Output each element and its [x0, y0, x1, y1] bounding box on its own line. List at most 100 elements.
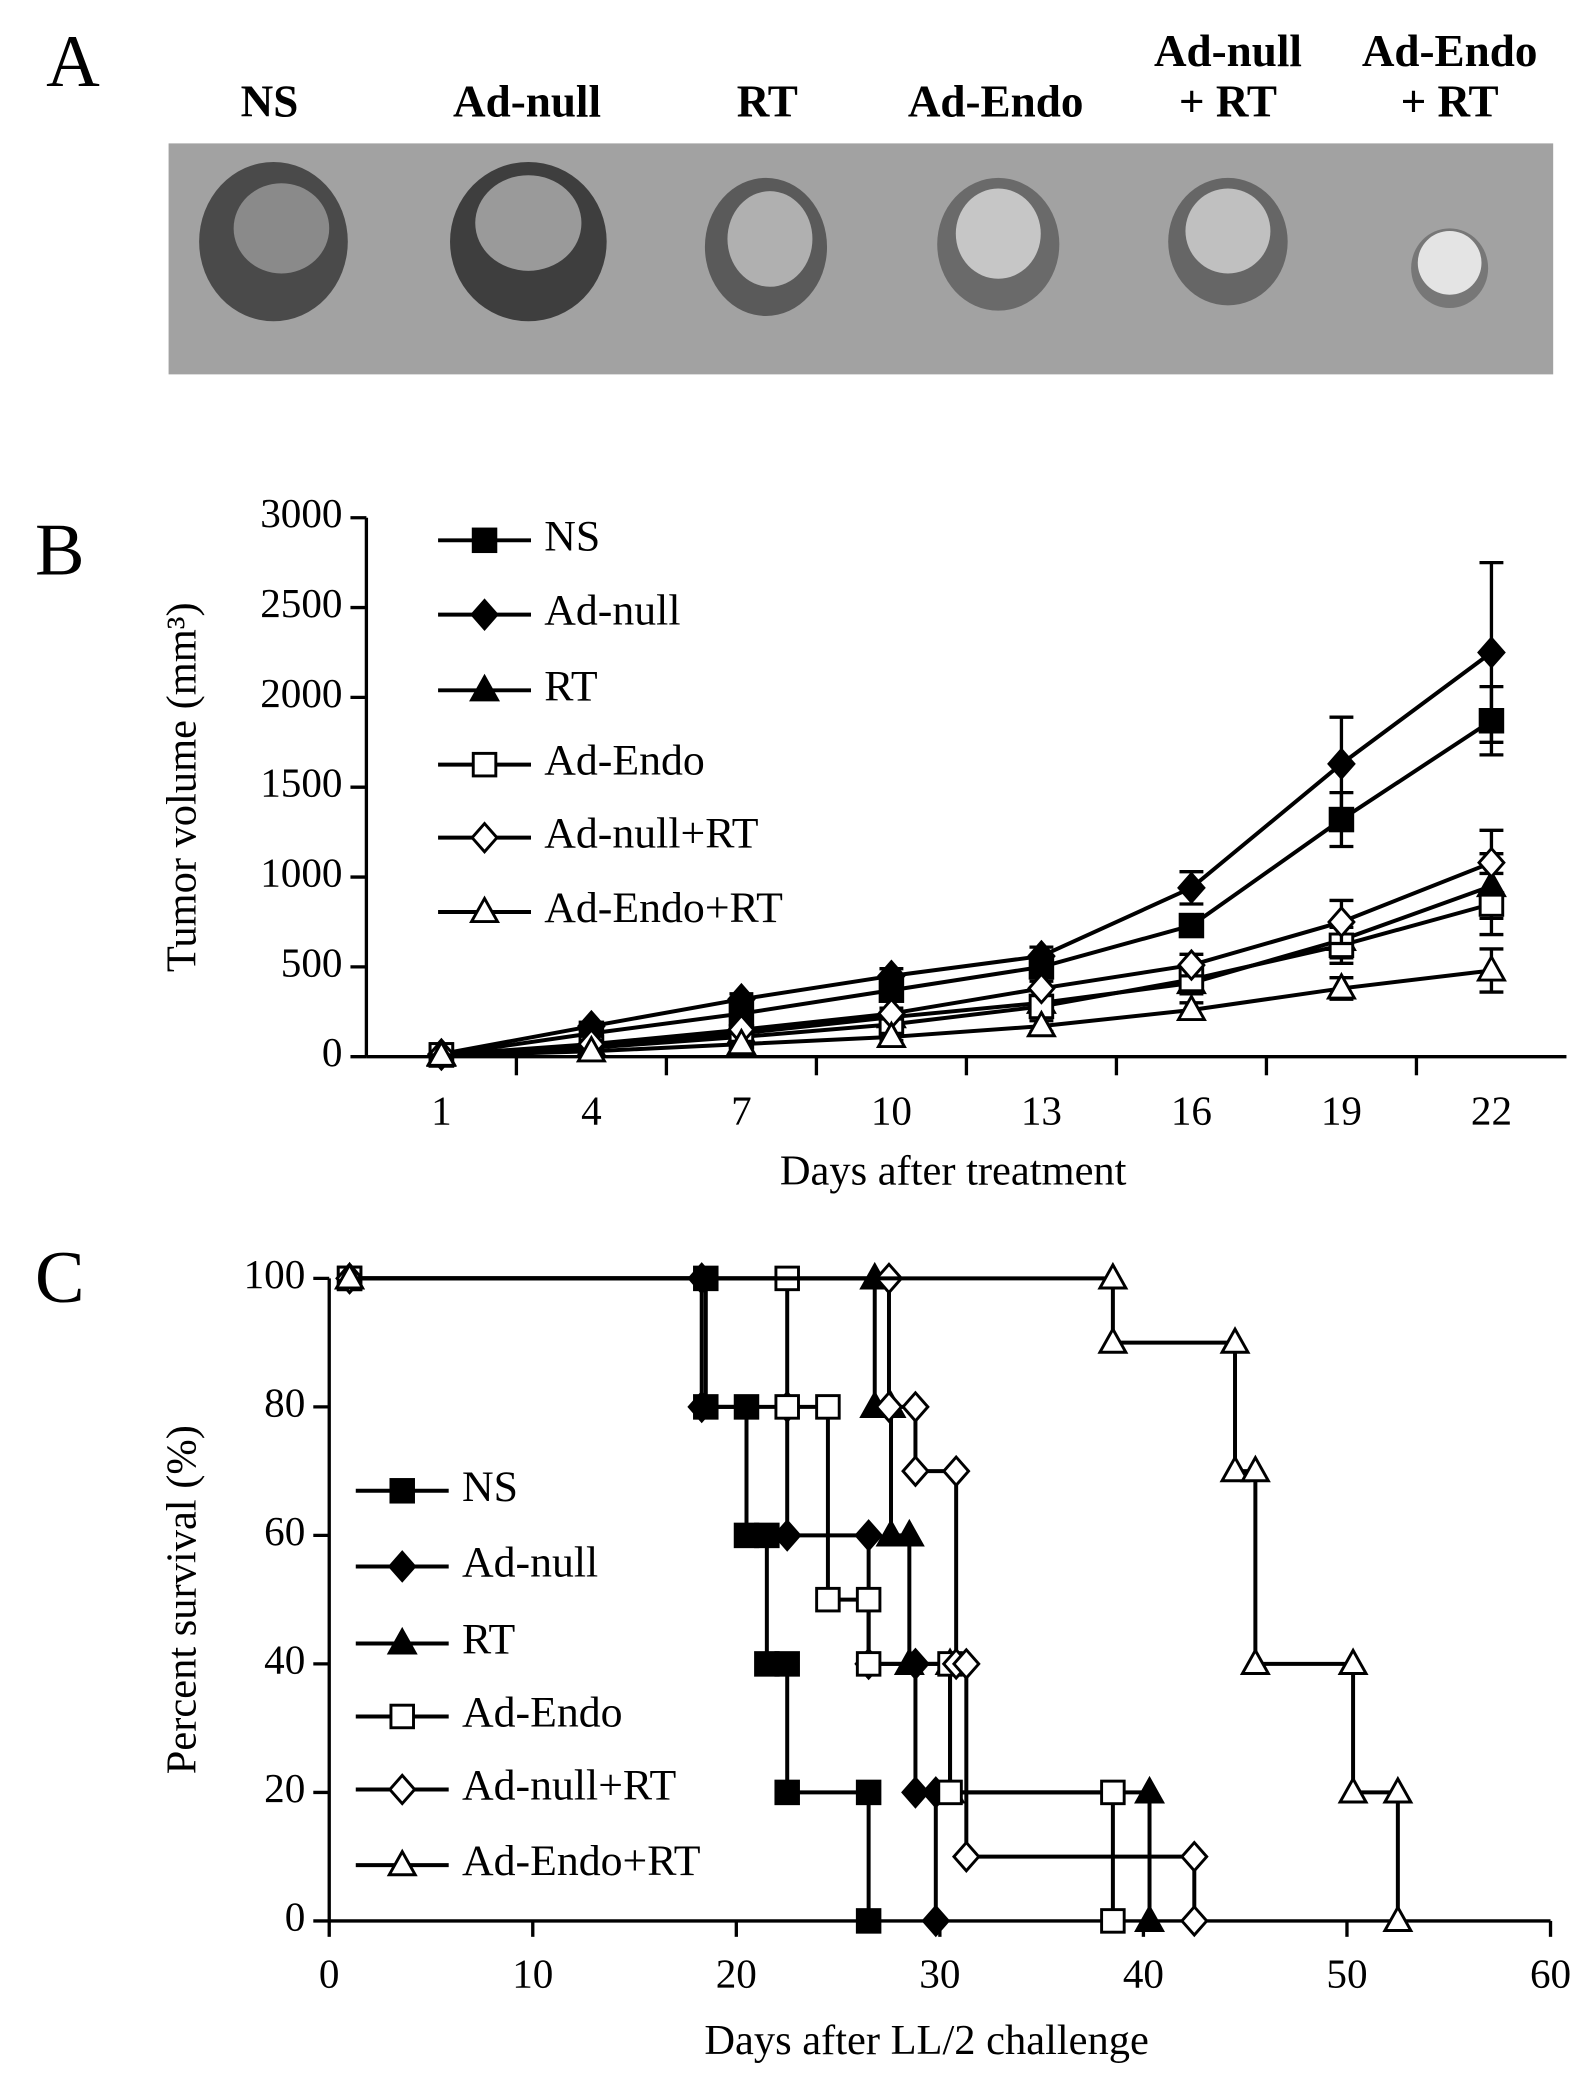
marker	[334, 1261, 366, 1290]
marker	[1239, 1647, 1271, 1675]
y-tick-label: 2500	[260, 580, 342, 626]
marker	[1177, 948, 1206, 982]
marker	[1097, 1326, 1129, 1354]
marker	[1475, 953, 1507, 982]
marker	[687, 1390, 717, 1424]
marker	[1327, 747, 1356, 781]
y-tick-label: 1500	[260, 760, 342, 806]
marker	[774, 1651, 800, 1677]
tumor-highlight	[955, 188, 1041, 279]
legend-marker	[469, 673, 501, 702]
marker	[877, 959, 906, 993]
marker	[1179, 1840, 1209, 1873]
panel-label: C	[35, 1237, 85, 1319]
legend-label: NS	[544, 512, 600, 560]
y-tick-label: 3000	[260, 490, 342, 536]
x-tick-label: 50	[1326, 1950, 1367, 1996]
group-label: Ad-Endo	[1362, 26, 1538, 76]
legend-marker	[470, 821, 499, 854]
y-tick-label: 80	[264, 1379, 305, 1425]
marker	[874, 1390, 904, 1424]
marker	[1219, 1454, 1251, 1483]
marker	[1239, 1454, 1271, 1483]
marker	[725, 1027, 757, 1056]
marker	[854, 1519, 883, 1552]
marker	[855, 1908, 882, 1934]
y-tick-label: 60	[264, 1508, 305, 1554]
panel-label: A	[46, 21, 100, 103]
group-label: Ad-null	[453, 77, 601, 127]
marker	[901, 1390, 930, 1424]
group-label: + RT	[1179, 77, 1277, 127]
legend-marker	[469, 895, 501, 924]
marker	[1100, 1779, 1126, 1806]
legend-marker	[387, 1550, 417, 1583]
series-line	[441, 884, 1493, 1057]
series-line	[441, 860, 1493, 1057]
marker	[774, 1394, 800, 1420]
series-line	[349, 1276, 1152, 1921]
legend-marker	[387, 1773, 417, 1806]
marker	[901, 1776, 930, 1809]
x-tick-label: 30	[919, 1950, 960, 1996]
x-tick-label: 60	[1530, 1950, 1571, 1996]
marker	[921, 1904, 951, 1938]
marker	[815, 1586, 841, 1613]
marker	[1175, 993, 1207, 1022]
y-tick-label: 0	[285, 1893, 306, 1939]
series-line	[441, 968, 1492, 1058]
y-tick-label: 0	[322, 1029, 343, 1075]
marker	[855, 1586, 882, 1613]
tumor-highlight	[1185, 188, 1271, 274]
marker	[875, 1518, 907, 1547]
x-tick-label: 1	[431, 1088, 452, 1134]
legend-label: RT	[544, 662, 598, 710]
marker	[425, 1039, 457, 1067]
group-label: RT	[737, 77, 798, 127]
y-tick-label: 2000	[260, 670, 342, 716]
marker	[1337, 1647, 1369, 1675]
marker	[1179, 1904, 1209, 1938]
marker	[772, 1519, 802, 1552]
marker	[1097, 1261, 1129, 1290]
marker	[1177, 871, 1206, 905]
marker	[1477, 636, 1506, 669]
legend-label: RT	[462, 1616, 516, 1664]
series-line	[349, 1276, 871, 1921]
marker	[1178, 912, 1205, 939]
x-tick-label: 4	[581, 1088, 602, 1134]
marker	[937, 1779, 963, 1806]
marker	[951, 1840, 981, 1873]
marker	[815, 1394, 841, 1420]
tumor-highlight	[1417, 230, 1482, 295]
x-tick-label: 22	[1471, 1088, 1512, 1134]
marker	[1382, 1904, 1414, 1932]
marker	[941, 1454, 971, 1488]
marker	[1025, 1009, 1057, 1038]
x-tick-label: 7	[731, 1088, 752, 1134]
group-label: NS	[241, 77, 299, 127]
y-axis-label: Percent survival (%)	[159, 1425, 206, 1774]
marker	[855, 1651, 882, 1677]
legend-marker	[389, 1478, 415, 1504]
legend-label: Ad-Endo+RT	[462, 1837, 701, 1885]
legend-marker	[471, 527, 498, 554]
marker	[893, 1518, 925, 1547]
marker	[1027, 939, 1056, 973]
tumor-highlight	[727, 191, 813, 287]
panel-label: B	[35, 510, 85, 592]
marker	[1027, 972, 1056, 1005]
marker	[575, 1034, 607, 1063]
y-tick-label: 1000	[260, 849, 342, 895]
series-line	[441, 719, 1493, 1057]
y-axis-label: Tumor volume (mm³)	[159, 602, 206, 972]
legend-label: Ad-Endo	[544, 737, 705, 785]
x-tick-label: 19	[1321, 1088, 1362, 1134]
y-tick-label: 40	[264, 1636, 305, 1682]
group-label: Ad-Endo	[908, 77, 1084, 127]
x-axis-label: Days after treatment	[780, 1148, 1127, 1195]
marker	[1100, 1908, 1126, 1934]
x-tick-label: 20	[716, 1950, 757, 1996]
